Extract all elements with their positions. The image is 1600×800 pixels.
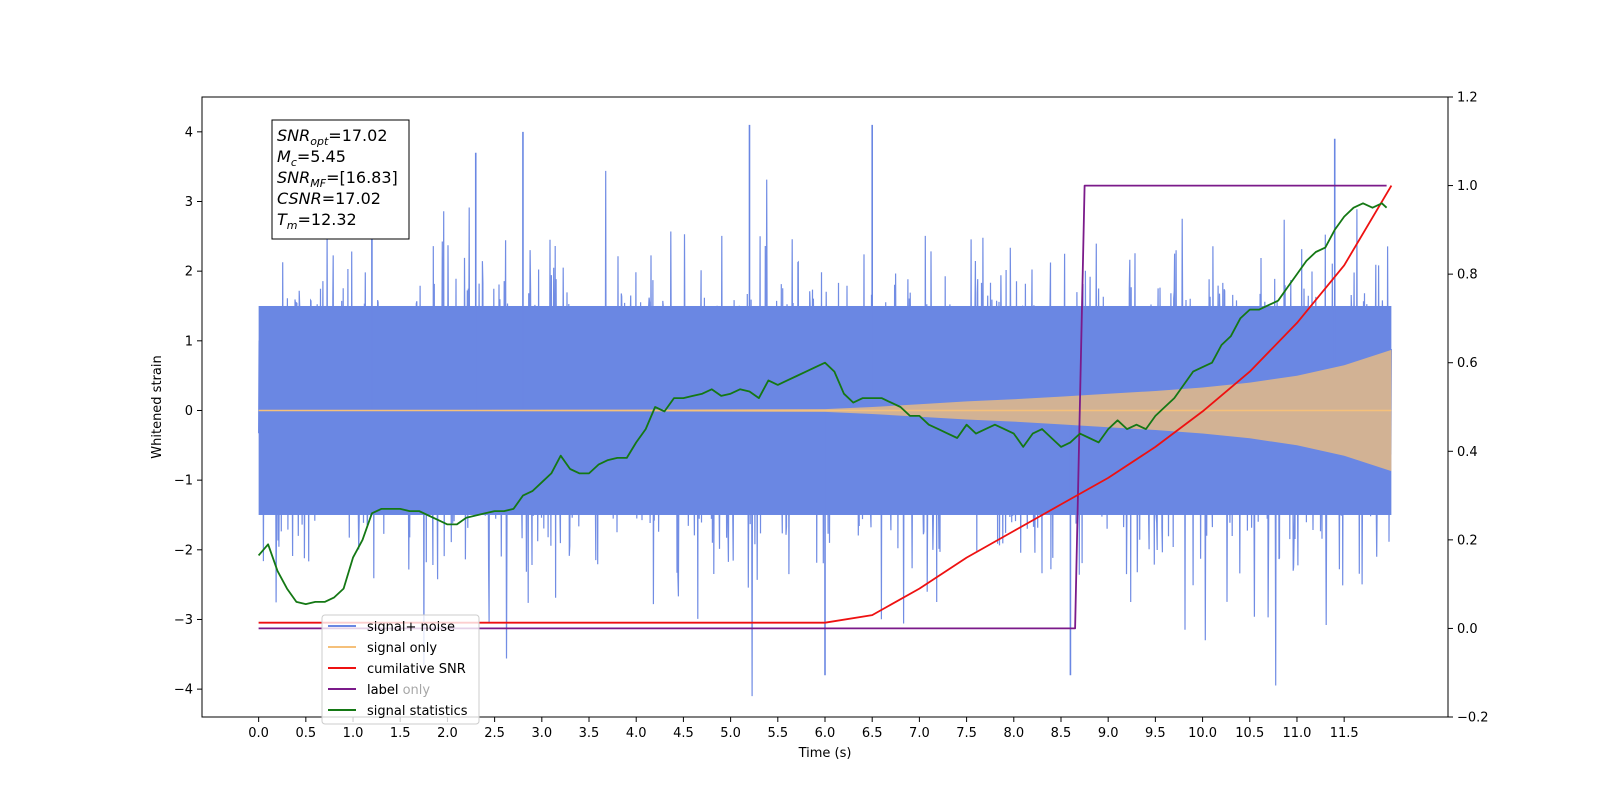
x-tick-label: 11.5: [1330, 726, 1359, 741]
y-tick-label: 4: [185, 125, 193, 140]
x-tick-label: 2.0: [437, 726, 458, 741]
cumilative-snr-line: [258, 185, 1393, 624]
x-tick-label: 9.0: [1098, 726, 1119, 741]
x-tick-label: 4.0: [626, 726, 647, 741]
y2-tick-label: 0.2: [1457, 533, 1478, 548]
signal-statistics-line: [257, 202, 1388, 605]
y2-tick-label: −0.2: [1457, 711, 1489, 726]
y-tick-label: 3: [185, 195, 193, 210]
x-tick-label: 11.0: [1282, 726, 1311, 741]
y-axis-left: −4 −3 −2 −1 0 1 2 3 4: [174, 125, 202, 698]
x-tick-label: 7.0: [909, 726, 930, 741]
y2-tick-label: 1.0: [1457, 179, 1478, 194]
y-axis-label: Whitened strain: [150, 355, 165, 458]
x-tick-label: 10.0: [1188, 726, 1217, 741]
legend-entry-label: signal statistics: [367, 704, 468, 719]
y-tick-label: 0: [185, 404, 193, 419]
y-tick-label: 1: [185, 334, 193, 349]
legend-obscured-text: label only: [367, 683, 430, 698]
x-tick-label: 6.0: [815, 726, 836, 741]
x-tick-label: 1.5: [390, 726, 411, 741]
stats-annotation-box: SNRopt=17.02Mc=5.45SNRMF=[16.83]CSNR=17.…: [271, 119, 410, 240]
plot-area: [257, 124, 1393, 697]
annotation-line: Mc=5.45: [277, 147, 346, 169]
y-tick-label: 2: [185, 265, 193, 280]
x-axis: 0.0 0.5 1.0 1.5 2.0 2.5 3.0 3.5 4.0 4.5 5.0 5.5 6.0 6…: [248, 717, 1359, 741]
x-tick-label: 4.5: [673, 726, 694, 741]
legend-entry-label: signal only: [367, 641, 437, 656]
annotation-line: SNRMF=[16.83]: [277, 168, 398, 190]
series-cumilative-snr: [258, 185, 1393, 624]
x-tick-label: 8.5: [1051, 726, 1072, 741]
legend-entry-label: cumilative SNR: [367, 662, 466, 677]
x-tick-label: 0.0: [248, 726, 269, 741]
annotation-line: CSNR=17.02: [277, 189, 381, 208]
legend: label only signal+ noise signal only cumila…: [321, 614, 480, 725]
x-axis-label: Time (s): [798, 746, 852, 761]
legend-frame: [321, 614, 480, 725]
x-tick-label: 6.5: [862, 726, 883, 741]
x-tick-label: 10.5: [1235, 726, 1264, 741]
y2-tick-label: 0.8: [1457, 268, 1478, 283]
y2-tick-label: 0.4: [1457, 445, 1478, 460]
x-tick-label: 5.0: [720, 726, 741, 741]
label-line: [258, 184, 1387, 630]
annotation-line: SNRopt=17.02: [277, 126, 388, 148]
y-tick-label: −2: [174, 543, 193, 558]
x-tick-label: 0.5: [295, 726, 316, 741]
x-tick-label: 7.5: [956, 726, 977, 741]
x-tick-label: 5.5: [767, 726, 788, 741]
y2-tick-label: 0.0: [1457, 622, 1478, 637]
x-tick-label: 2.5: [484, 726, 505, 741]
y-tick-label: −3: [174, 613, 193, 628]
y-axis-right: −0.2 0.0 0.2 0.4 0.6 0.8 1.0 1.2: [1448, 91, 1489, 726]
x-tick-label: 3.5: [579, 726, 600, 741]
annotation-line: Tm=12.32: [277, 210, 357, 232]
y2-tick-label: 0.6: [1457, 356, 1478, 371]
series-signal-statistics: [257, 202, 1388, 605]
x-tick-label: 9.5: [1145, 726, 1166, 741]
x-tick-label: 3.0: [531, 726, 552, 741]
legend-entry-label: label: [367, 683, 398, 698]
y-tick-label: −1: [174, 474, 193, 489]
series-label: [258, 184, 1387, 630]
x-tick-label: 8.0: [1003, 726, 1024, 741]
y-tick-label: −4: [174, 683, 193, 698]
x-tick-label: 1.0: [343, 726, 364, 741]
annotation-frame: [271, 119, 410, 240]
y2-tick-label: 1.2: [1457, 91, 1478, 106]
legend-entry-label: signal+ noise: [367, 620, 455, 635]
